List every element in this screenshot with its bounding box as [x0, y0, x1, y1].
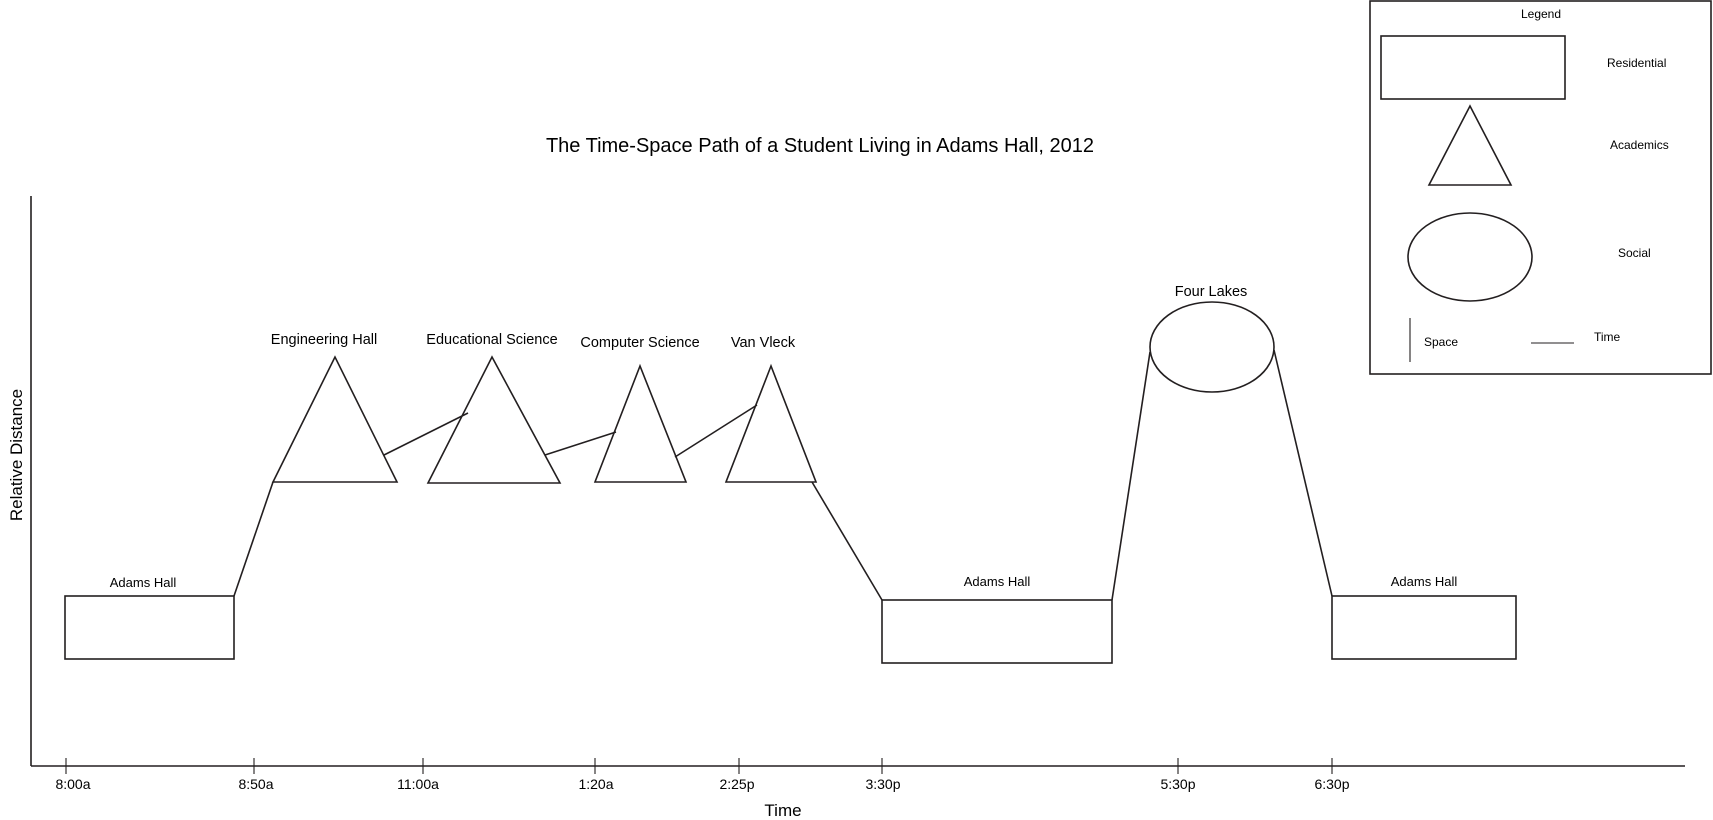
legend-frame [1369, 0, 1712, 375]
social-ellipse [1149, 301, 1275, 393]
y-axis-label: Relative Distance [7, 389, 26, 521]
stop-label: Engineering Hall [271, 332, 377, 348]
academics-triangle [724, 363, 818, 483]
stop-label: Adams Hall [1391, 574, 1458, 589]
stop-label: Adams Hall [964, 574, 1031, 589]
legend-title: Legend [1521, 7, 1561, 21]
path-segment [1111, 351, 1151, 601]
time-ticks [65, 758, 1333, 774]
stop-adams-hall-evening: Adams Hall [1331, 574, 1517, 660]
path-segment [233, 481, 274, 597]
academics-triangle [593, 363, 688, 483]
stop-label: Van Vleck [731, 335, 796, 351]
path-segment [544, 431, 617, 456]
legend-label: Space [1424, 335, 1458, 349]
time-space-path [233, 349, 1333, 601]
stop-engineering-hall: Engineering Hall [271, 332, 399, 483]
residential-box [64, 595, 235, 660]
legend-label: Social [1618, 246, 1651, 260]
diagram-title: The Time-Space Path of a Student Living … [546, 135, 1094, 157]
tick-label: 6:30p [1314, 776, 1349, 792]
stop-label: Computer Science [580, 335, 699, 351]
tick-label: 11:00a [397, 776, 439, 792]
legend-label: Academics [1610, 138, 1669, 152]
path-segment [1273, 349, 1333, 597]
residential-box [1331, 595, 1517, 660]
legend-label: Residential [1607, 56, 1666, 70]
tick-label: 5:30p [1160, 776, 1195, 792]
legend-academics-triangle [1427, 104, 1513, 186]
legend: Legend Residential Academics Social Spac… [1369, 0, 1712, 375]
stop-adams-hall-afternoon: Adams Hall [881, 574, 1113, 664]
stop-educational-science: Educational Science [426, 332, 562, 484]
stop-four-lakes: Four Lakes [1149, 284, 1275, 393]
time-tick-labels: 8:00a 8:50a 11:00a 1:20a 2:25p 3:30p 5:3… [55, 776, 1349, 792]
tick-label: 1:20a [578, 776, 613, 792]
stop-label: Educational Science [426, 332, 557, 348]
tick-label: 2:25p [719, 776, 754, 792]
legend-residential-box [1380, 35, 1566, 100]
legend-label: Time [1594, 330, 1621, 344]
legend-social-ellipse [1407, 212, 1533, 302]
path-segment [811, 481, 883, 601]
academics-triangle [271, 355, 399, 483]
stop-label: Adams Hall [110, 575, 177, 590]
tick-label: 8:00a [55, 776, 90, 792]
path-segment [674, 404, 758, 458]
stop-adams-hall-morning: Adams Hall [64, 575, 235, 660]
stop-computer-science: Computer Science [580, 335, 700, 483]
academics-triangle [426, 355, 562, 484]
tick-label: 8:50a [238, 776, 273, 792]
stop-label: Four Lakes [1175, 284, 1248, 300]
stop-van-vleck: Van Vleck [724, 335, 818, 483]
path-segment [383, 412, 469, 456]
x-axis-label: Time [764, 801, 801, 820]
residential-box [881, 599, 1113, 664]
tick-label: 3:30p [865, 776, 900, 792]
